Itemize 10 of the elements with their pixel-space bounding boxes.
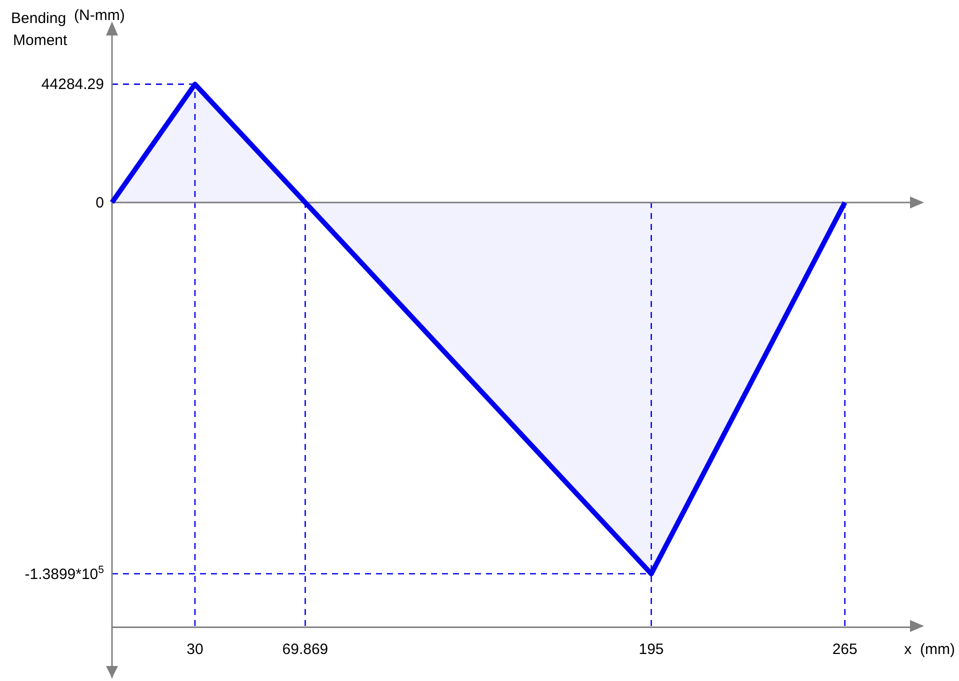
x-tick-label: 30 <box>186 641 204 658</box>
y-tick-label: 0 <box>96 194 104 212</box>
x-tick-label: 69.869 <box>282 641 328 658</box>
y-axis-title: Bending Moment <box>11 10 68 49</box>
y-tick-label: -1.3899*10$^{5}$ <box>24 564 104 583</box>
text: (N-mm) <box>74 7 125 24</box>
x-tick-label: 195 <box>638 641 664 658</box>
x-axis-title: x (mm) <box>904 641 955 658</box>
y-tick-label: 44284.29 <box>41 76 104 94</box>
x-tick-label: 265 <box>832 641 858 658</box>
